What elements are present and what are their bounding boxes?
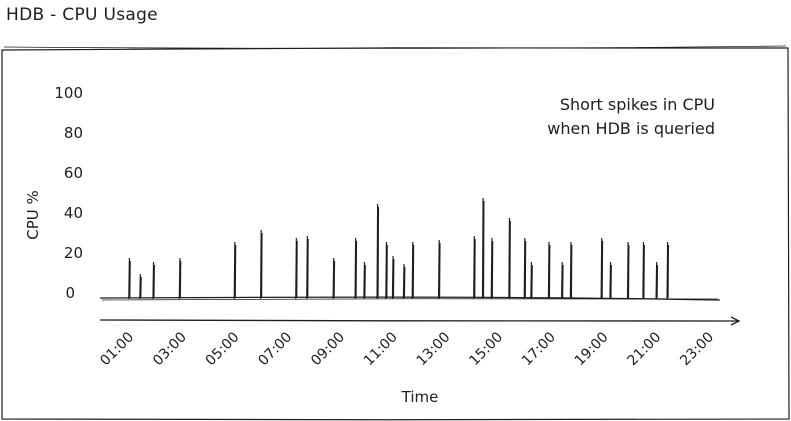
cpu-spike xyxy=(600,237,604,300)
cpu-spike xyxy=(178,257,182,300)
cpu-spike xyxy=(306,235,309,300)
cpu-spike xyxy=(569,241,573,300)
x-tick-label: 09:00 xyxy=(308,329,348,369)
x-tick-label: 01:00 xyxy=(97,329,137,369)
x-tick-label: 21:00 xyxy=(625,329,665,369)
cpu-spike xyxy=(560,261,564,300)
cpu-spike xyxy=(376,203,380,300)
cpu-spike xyxy=(139,273,142,300)
x-axis-label: Time xyxy=(401,388,439,406)
x-axis-line xyxy=(99,319,739,322)
x-tick-label: 05:00 xyxy=(203,329,243,369)
cpu-spike xyxy=(363,261,366,300)
cpu-spike xyxy=(354,237,358,300)
y-axis-label: CPU % xyxy=(24,190,42,240)
x-tick-label: 13:00 xyxy=(414,329,454,369)
cpu-spike xyxy=(530,261,533,300)
y-tick-label: 0 xyxy=(65,284,75,302)
cpu-spike xyxy=(666,241,670,300)
annotation-line-1: Short spikes in CPU xyxy=(560,95,715,114)
cpu-spike xyxy=(332,257,336,300)
cpu-spike xyxy=(508,217,511,300)
x-axis-arrowhead xyxy=(730,316,741,326)
cpu-spike xyxy=(655,261,659,300)
x-tick-label: 17:00 xyxy=(519,329,559,369)
cpu-spikes xyxy=(128,197,670,300)
cpu-spike xyxy=(437,239,441,300)
y-tick-label: 20 xyxy=(64,244,83,262)
page-title: HDB - CPU Usage xyxy=(6,5,158,25)
x-tick-label: 23:00 xyxy=(677,329,717,369)
cpu-spike xyxy=(473,235,476,300)
x-tick-label: 07:00 xyxy=(255,329,295,369)
cpu-spike xyxy=(391,255,395,300)
cpu-spike xyxy=(642,241,645,300)
cpu-spike xyxy=(490,237,494,300)
x-tick-label: 15:00 xyxy=(466,329,506,369)
annotation-line-2: when HDB is queried xyxy=(547,119,715,138)
cpu-spike xyxy=(152,261,155,300)
y-tick-label: 100 xyxy=(54,84,83,102)
cpu-spike xyxy=(128,257,131,300)
y-tick-label: 80 xyxy=(64,124,83,142)
cpu-spike xyxy=(523,237,527,300)
y-tick-label: 40 xyxy=(64,204,83,222)
cpu-spike xyxy=(260,229,263,300)
x-tick-label: 19:00 xyxy=(572,329,612,369)
cpu-spike xyxy=(481,197,485,300)
cpu-spike xyxy=(609,261,612,300)
x-tick-label: 03:00 xyxy=(150,329,190,369)
cpu-spike xyxy=(385,241,388,300)
x-tick-label: 11:00 xyxy=(361,329,401,369)
cpu-spike xyxy=(547,241,551,300)
x-tick-labels: 01:00 03:00 05:00 07:00 09:00 11:00 13:00 15:00… xyxy=(97,329,717,369)
cpu-spike xyxy=(295,237,298,300)
y-tick-label: 60 xyxy=(64,164,83,182)
cpu-spike xyxy=(411,241,415,300)
cpu-spike xyxy=(233,241,237,300)
cpu-spike xyxy=(402,263,406,300)
cpu-spike xyxy=(626,241,630,300)
